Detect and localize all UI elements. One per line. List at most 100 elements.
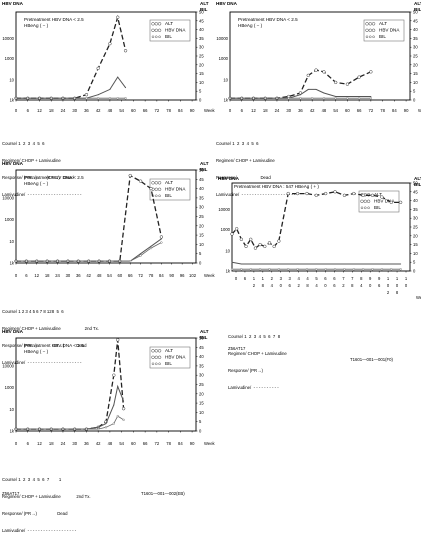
panel-3-right-tick-label: 10 — [199, 242, 204, 247]
panel-4-x-tick-label: 2 — [387, 290, 390, 295]
panel-3-data-point — [149, 186, 153, 191]
panel-1-x-tick-label: 6 — [27, 108, 30, 113]
panel-3-legend-marker — [157, 181, 162, 185]
panel-4-right-tick-label: 0 — [413, 269, 416, 274]
panel-4-data-point — [250, 263, 252, 265]
course-block-5: Course/ 1 2 3 4 5 6 7 1 Regimen/ CHOP + … — [2, 477, 91, 533]
panel-4-data-point — [277, 268, 280, 271]
panel-4-data-point — [399, 268, 402, 271]
panel-3-right-tick-label: 25 — [199, 214, 204, 219]
panel-5-data-point — [85, 428, 88, 431]
panel-2-data-point — [358, 95, 360, 97]
panel-4-data-point — [352, 268, 355, 271]
panel-4-legend-marker — [360, 206, 364, 210]
panel-2-legend-label: ALT — [379, 21, 387, 26]
panel-4-data-point — [231, 261, 233, 263]
panel-4-x-tick-label: 2 — [253, 283, 256, 288]
panel-3-right-tick-label: 40 — [199, 186, 204, 191]
panel-2-x-tick-label: 36 — [298, 108, 303, 113]
panel-1-data-point — [85, 97, 88, 100]
panel-1-data-point — [97, 94, 99, 96]
panel-1-data-point — [96, 66, 100, 70]
panel-5-x-axis-label: Week — [204, 441, 216, 446]
panel-1-right-tick-label: 35 — [199, 36, 204, 41]
panel-4-data-point — [268, 263, 270, 265]
panel-1-data-point — [117, 76, 119, 78]
panel-3-annotation-line: HBeAg ( − ) — [24, 181, 49, 186]
panel-2-data-point — [334, 80, 338, 85]
panel-4-data-point — [334, 263, 336, 265]
panel-4-x-tick-label: 1 — [405, 276, 408, 281]
course-block-4: Course/ 1 2 3 4 5 6 7 8 Regimen/ CHOP + … — [228, 334, 287, 390]
panel-3-x-tick-label: 60 — [118, 273, 123, 278]
course-numbers: 1 2 3 4 5 6 7 8 — [244, 334, 281, 340]
panel-4-x-tick-label: 3 — [289, 276, 292, 281]
panel-5-legend-marker — [155, 362, 158, 366]
panel-4-x-tick-label: 8 — [262, 283, 265, 288]
panel-5-right-tick-label: 50 — [199, 336, 204, 341]
panel-1-legend-marker — [157, 22, 162, 26]
panel-3-data-point — [14, 260, 18, 263]
panel-3-data-point — [35, 260, 38, 263]
panel-3-legend-marker — [158, 194, 161, 198]
panel-1-x-tick-label: 54 — [119, 108, 124, 113]
panel-2-left-axis-title: HBV DNA — [216, 1, 238, 6]
panel-2-data-point — [315, 88, 317, 90]
panel-2-x-tick-label: 42 — [310, 108, 315, 113]
panel-4-right-tick-label: 45 — [413, 189, 418, 194]
panel-3-legend-marker — [155, 194, 158, 198]
panel-5-right-tick-label: 10 — [199, 410, 204, 415]
panel-1-right-axis-title-alt: ALT — [200, 1, 209, 6]
panel-1-data-point — [61, 97, 65, 100]
panel-3-x-tick-label: 102 — [189, 273, 197, 278]
panel-4-data-point — [272, 244, 276, 249]
panel-4-right-tick-label: 25 — [413, 225, 418, 230]
panel-5-data-point — [104, 426, 108, 429]
panel-2-data-point — [357, 75, 361, 79]
panel-2-data-point — [240, 97, 243, 100]
panel-4-x-tick-label: 2 — [342, 283, 345, 288]
panel-5-legend-label: ALT — [165, 348, 173, 353]
regimen-label: Regimen — [2, 493, 20, 499]
panel-4-data-point — [277, 239, 281, 243]
panel-1-data-point — [26, 97, 29, 100]
panel-2-data-point — [287, 97, 290, 100]
panel-1-data-point — [73, 97, 76, 100]
panel-5-data-point — [14, 428, 18, 431]
panel-1-right-tick-label: 40 — [199, 27, 204, 32]
panel-2-x-tick-label: 24 — [275, 108, 280, 113]
panel-1-series-line-dashed — [16, 14, 127, 99]
dead-marker: Dead — [57, 510, 68, 516]
panel-2-data-point — [335, 95, 337, 97]
panel-2-legend-marker — [368, 22, 372, 26]
panel-2-legend-marker — [365, 28, 369, 32]
panel-5-legend-label: BIL — [165, 361, 172, 366]
panel-4-data-point — [315, 268, 318, 271]
panel-3-annotation-line: Pretreatment HBV DNA < 2.5 — [24, 175, 84, 180]
panel-3-x-tick-label: 0 — [15, 273, 18, 278]
panel-1-right-tick-label: 20 — [199, 62, 204, 67]
panel-3-legend-marker — [154, 187, 158, 191]
panel-3-right-tick-label: 20 — [199, 223, 204, 228]
panel-5-x-tick-label: 0 — [15, 441, 18, 446]
panel-2-data-point — [369, 97, 372, 100]
panel-2-x-tick-label: 90 — [404, 108, 409, 113]
panel-5-series-line-solid — [16, 384, 125, 430]
panel-5-left-tick-label: 10000 — [2, 363, 14, 368]
response-label: Response — [228, 367, 248, 373]
panel-2-legend-marker — [371, 22, 376, 26]
panel-3-data-point — [140, 253, 142, 255]
panel-5-series-line-dotted — [16, 415, 124, 430]
panel-2-right-tick-label: 15 — [413, 71, 418, 76]
panel-3-legend-marker — [154, 181, 158, 185]
response-label: Response — [216, 174, 236, 180]
course-numbers: 1 2 3 4 5 6 — [18, 141, 45, 147]
panel-5-legend-marker — [157, 349, 162, 353]
panel-2-legend-marker — [369, 35, 372, 39]
panel-5-data-point — [73, 428, 76, 431]
panel-4-right-tick-label: 10 — [413, 251, 418, 256]
panel-1-data-point — [109, 88, 111, 90]
panel-4-x-tick-label: 4 — [271, 283, 274, 288]
panel-2-data-point — [275, 97, 279, 100]
panel-1-data-point — [84, 93, 89, 97]
